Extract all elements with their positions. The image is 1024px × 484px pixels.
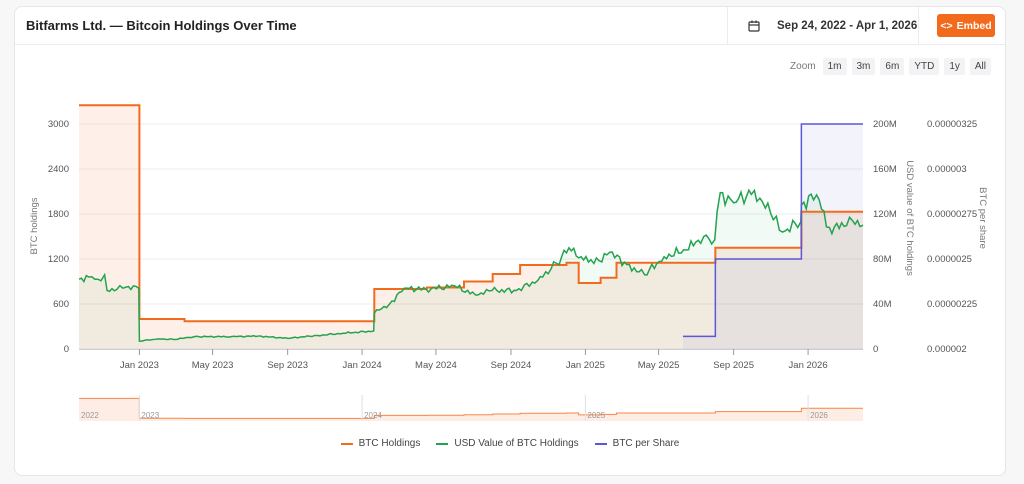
chart-card: Bitfarms Ltd. — Bitcoin Holdings Over Ti… <box>14 6 1006 476</box>
calendar-icon <box>748 20 760 32</box>
chart-plot[interactable]: 0 0 0.000002 600 40M 0.00000225 1200 80M 0.00000… <box>15 7 1007 477</box>
date-range-picker[interactable]: Sep 24, 2022 - Apr 1, 2026 <box>727 7 919 45</box>
svg-text:0.0000025: 0.0000025 <box>927 254 972 265</box>
svg-text:Jan 2026: Jan 2026 <box>789 360 828 371</box>
svg-text:Jan 2025: Jan 2025 <box>566 360 605 371</box>
svg-text:Jan 2024: Jan 2024 <box>343 360 382 371</box>
zoom-1m-button[interactable]: 1m <box>822 58 847 75</box>
zoom-all-button[interactable]: All <box>969 58 991 75</box>
legend-swatch-btc-holdings <box>340 442 353 445</box>
svg-text:May 2023: May 2023 <box>192 360 234 371</box>
svg-text:2400: 2400 <box>48 164 69 175</box>
svg-text:0.00000275: 0.00000275 <box>927 209 977 220</box>
svg-text:May 2025: May 2025 <box>638 360 680 371</box>
legend-item-btc-holdings[interactable]: BTC Holdings <box>340 438 421 449</box>
svg-text:Sep 2024: Sep 2024 <box>491 360 532 371</box>
legend-swatch-btc-per-share <box>594 442 607 445</box>
svg-text:0: 0 <box>873 344 878 355</box>
card-header: Bitfarms Ltd. — Bitcoin Holdings Over Ti… <box>15 7 1005 45</box>
navigator-area <box>79 398 863 421</box>
btc-holdings-line[interactable] <box>79 104 863 323</box>
zoom-selector: Zoom 1m 3m 6m YTD 1y All <box>790 58 991 75</box>
date-range-text: Sep 24, 2022 - Apr 1, 2026 <box>777 20 918 32</box>
zoom-6m-button[interactable]: 6m <box>880 58 905 75</box>
svg-text:BTC holdings: BTC holdings <box>29 197 40 254</box>
usd-value-area <box>79 190 863 349</box>
legend-swatch-usd-value <box>436 442 449 445</box>
svg-text:Sep 2023: Sep 2023 <box>267 360 308 371</box>
svg-text:0.00000225: 0.00000225 <box>927 299 977 310</box>
svg-text:0.00000325: 0.00000325 <box>927 119 977 130</box>
svg-text:Jan 2023: Jan 2023 <box>120 360 159 371</box>
svg-text:2023: 2023 <box>141 411 159 420</box>
svg-text:600: 600 <box>53 299 69 310</box>
legend-item-btc-per-share[interactable]: BTC per Share <box>594 438 680 449</box>
code-icon: <> <box>940 19 953 32</box>
svg-text:2025: 2025 <box>587 411 605 420</box>
embed-label: Embed <box>956 19 992 32</box>
chart-legend: BTC Holdings USD Value of BTC Holdings B… <box>15 438 1005 449</box>
svg-text:2026: 2026 <box>810 411 828 420</box>
zoom-3m-button[interactable]: 3m <box>851 58 876 75</box>
chart-title: Bitfarms Ltd. — Bitcoin Holdings Over Ti… <box>26 18 297 33</box>
embed-button[interactable]: <> Embed <box>937 14 995 37</box>
svg-text:BTC per share: BTC per share <box>977 187 988 249</box>
navigator-line[interactable] <box>79 397 863 419</box>
svg-text:USD value of BTC holdings: USD value of BTC holdings <box>904 160 915 276</box>
svg-text:2024: 2024 <box>364 411 382 420</box>
svg-text:Sep 2025: Sep 2025 <box>713 360 754 371</box>
zoom-label: Zoom <box>790 61 816 72</box>
svg-text:May 2024: May 2024 <box>415 360 457 371</box>
svg-text:80M: 80M <box>873 254 892 265</box>
zoom-1y-button[interactable]: 1y <box>944 58 965 75</box>
svg-text:0.000002: 0.000002 <box>927 344 967 355</box>
zoom-ytd-button[interactable]: YTD <box>909 58 940 75</box>
svg-text:2022: 2022 <box>81 411 99 420</box>
btc-per-share-area <box>683 124 863 349</box>
btc-holdings-area <box>79 105 863 349</box>
svg-text:1800: 1800 <box>48 209 69 220</box>
svg-text:0.000003: 0.000003 <box>927 164 967 175</box>
usd-value-line[interactable] <box>78 188 864 342</box>
legend-label: BTC per Share <box>612 438 680 449</box>
svg-text:3000: 3000 <box>48 119 69 130</box>
svg-text:200M: 200M <box>873 119 897 130</box>
svg-text:160M: 160M <box>873 164 897 175</box>
legend-label: USD Value of BTC Holdings <box>454 438 579 449</box>
svg-text:1200: 1200 <box>48 254 69 265</box>
legend-label: BTC Holdings <box>358 438 421 449</box>
svg-text:0: 0 <box>64 344 69 355</box>
btc-per-share-line[interactable] <box>683 123 863 338</box>
legend-item-usd-value[interactable]: USD Value of BTC Holdings <box>436 438 579 449</box>
svg-text:120M: 120M <box>873 209 897 220</box>
svg-text:40M: 40M <box>873 299 892 310</box>
